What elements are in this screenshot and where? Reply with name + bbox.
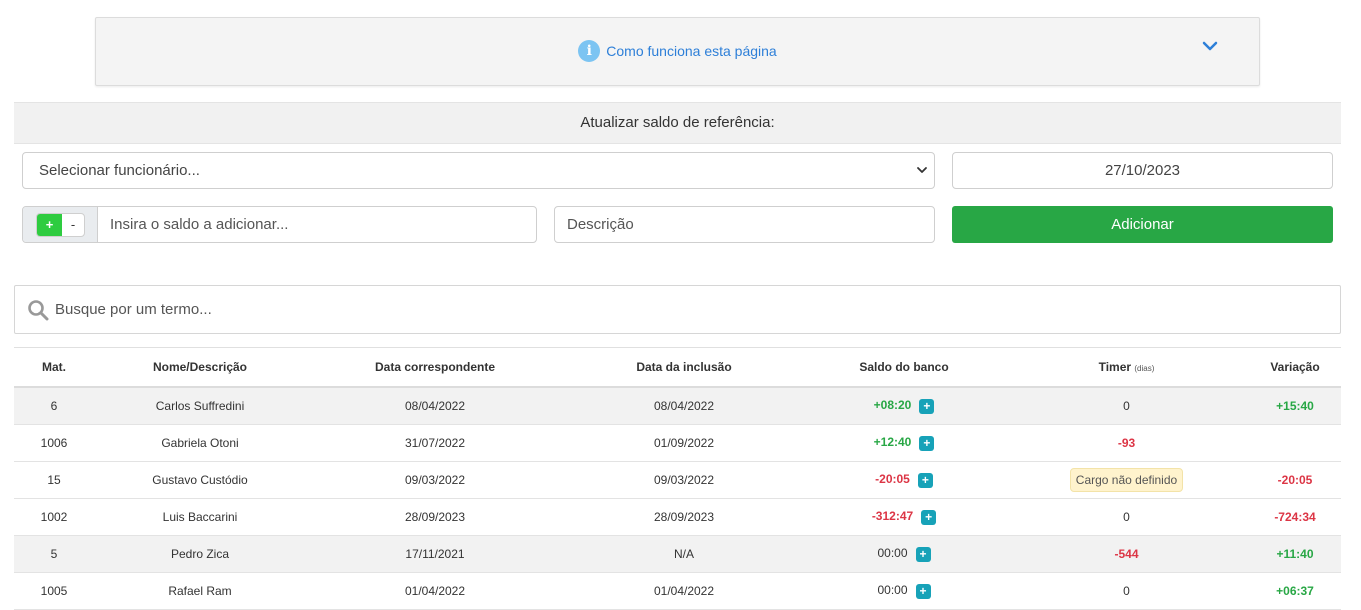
add-saldo-button[interactable]: + [917,472,933,488]
cell-mat: 15 [14,461,94,499]
col-header-data-correspondente[interactable]: Data correspondente [306,347,564,388]
cell-data-correspondente: 31/07/2022 [306,424,564,462]
cell-data-inclusao: 08/04/2022 [564,387,804,425]
date-value: 27/10/2023 [1104,162,1181,179]
cell-data-inclusao: 01/04/2022 [564,572,804,610]
employee-select[interactable]: Selecionar funcionário... [22,152,935,189]
cell-variacao [1249,424,1341,462]
info-icon: i [578,40,601,62]
timer-header-label: Timer [1098,360,1132,374]
cell-saldo: -20:05 + [804,461,1004,499]
search-input[interactable]: Busque por um termo... [14,285,1341,334]
col-header-timer[interactable]: Timer (dias) [1004,347,1249,388]
cell-timer: 0 [1004,572,1249,610]
cell-variacao: +15:40 [1249,387,1341,425]
cell-saldo: +12:40 + [804,424,1004,462]
table-row: 1005 Rafael Ram 01/04/2022 01/04/2022 00… [14,572,1341,610]
cell-nome: Rafael Ram [94,572,306,610]
cell-saldo: -312:47 + [804,498,1004,536]
add-saldo-button[interactable]: + [919,435,935,451]
table-row: 5 Pedro Zica 17/11/2021 N/A 00:00 + -544 … [14,535,1341,573]
saldo-input-group: + - Insira o saldo a adicionar... [22,206,537,243]
how-it-works-accordion[interactable]: i Como funciona esta página [95,17,1260,86]
col-header-variacao[interactable]: Variação [1249,347,1341,388]
date-field[interactable]: 27/10/2023 [952,152,1333,189]
accordion-title[interactable]: Como funciona esta página [606,43,777,59]
cell-mat: 1002 [14,498,94,536]
add-saldo-button[interactable]: + [921,509,937,525]
sign-toggle: + - [23,207,98,242]
cell-nome: Gustavo Custódio [94,461,306,499]
saldo-value: -312:47 [871,509,914,524]
plus-toggle-button[interactable]: + [37,213,62,236]
cell-mat: 5 [14,535,94,573]
add-saldo-button[interactable]: + [915,583,931,599]
cell-timer: 0 [1004,498,1249,536]
cell-data-correspondente: 01/04/2022 [306,572,564,610]
search-icon [28,299,49,320]
table-row: 15 Gustavo Custódio 09/03/2022 09/03/202… [14,461,1341,499]
col-header-nome[interactable]: Nome/Descrição [94,347,306,388]
col-header-data-inclusao[interactable]: Data da inclusão [564,347,804,388]
table-row: 1006 Gabriela Otoni 31/07/2022 01/09/202… [14,424,1341,462]
employee-select-value: Selecionar funcionário... [39,162,200,179]
saldo-value: 00:00 [877,583,908,598]
cell-timer: Cargo não definido [1004,461,1249,499]
cell-variacao: -724:34 [1249,498,1341,536]
table-row: 1002 Luis Baccarini 28/09/2023 28/09/202… [14,498,1341,536]
cell-saldo: 00:00 + [804,535,1004,573]
status-badge: Cargo não definido [1069,468,1184,492]
cell-data-correspondente: 17/11/2021 [306,535,564,573]
cell-nome: Carlos Suffredini [94,387,306,425]
cell-timer: -544 [1004,535,1249,573]
cell-timer: 0 [1004,387,1249,425]
add-saldo-button[interactable]: + [915,546,931,562]
search-placeholder: Busque por um termo... [55,301,212,318]
table-row: 6 Carlos Suffredini 08/04/2022 08/04/202… [14,387,1341,425]
saldo-value: +12:40 [873,435,912,450]
accordion-header[interactable]: i Como funciona esta página [96,40,1259,62]
cell-data-correspondente: 08/04/2022 [306,387,564,425]
cell-saldo: +08:20 + [804,387,1004,425]
saldo-value: 00:00 [877,546,908,561]
cell-nome: Pedro Zica [94,535,306,573]
add-button[interactable]: Adicionar [952,206,1333,243]
saldo-input[interactable]: Insira o saldo a adicionar... [110,216,289,233]
timer-unit-label: (dias) [1134,364,1155,373]
add-saldo-button[interactable]: + [919,398,935,414]
cell-variacao: +06:37 [1249,572,1341,610]
cell-variacao: -20:05 [1249,461,1341,499]
cell-data-inclusao: N/A [564,535,804,573]
cell-variacao: +11:40 [1249,535,1341,573]
minus-toggle-button[interactable]: - [70,217,76,232]
saldo-value: -20:05 [875,472,910,487]
balance-table: Mat. Nome/Descrição Data correspondente … [14,347,1341,610]
cell-saldo: 00:00 + [804,572,1004,610]
section-title: Atualizar saldo de referência: [14,102,1341,144]
descricao-placeholder: Descrição [567,216,634,233]
cell-data-correspondente: 09/03/2022 [306,461,564,499]
cell-nome: Luis Baccarini [94,498,306,536]
cell-mat: 1006 [14,424,94,462]
chevron-down-icon [917,167,927,173]
cell-nome: Gabriela Otoni [94,424,306,462]
cell-mat: 6 [14,387,94,425]
cell-timer: -93 [1004,424,1249,462]
table-header-row: Mat. Nome/Descrição Data correspondente … [14,347,1341,388]
cell-data-correspondente: 28/09/2023 [306,498,564,536]
col-header-saldo[interactable]: Saldo do banco [804,347,1004,388]
cell-data-inclusao: 01/09/2022 [564,424,804,462]
chevron-down-icon[interactable] [1202,38,1218,54]
cell-data-inclusao: 28/09/2023 [564,498,804,536]
cell-data-inclusao: 09/03/2022 [564,461,804,499]
descricao-input[interactable]: Descrição [554,206,935,243]
cell-mat: 1005 [14,572,94,610]
col-header-mat[interactable]: Mat. [14,347,94,388]
saldo-value: +08:20 [873,398,912,413]
